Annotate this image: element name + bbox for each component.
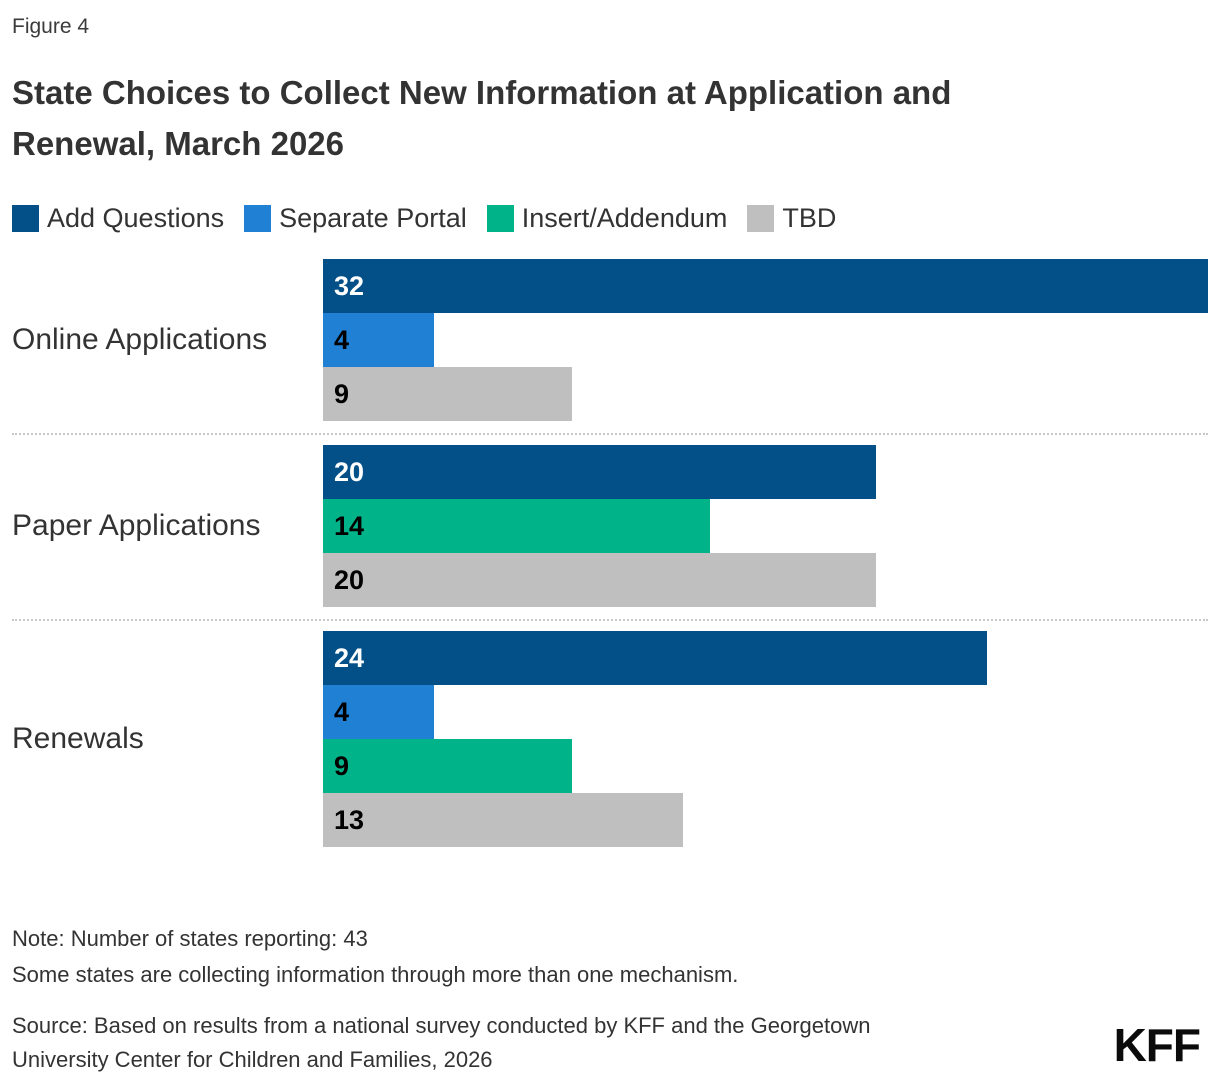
figure-label: Figure 4 — [12, 15, 90, 38]
bar-separate-portal: 4 — [323, 313, 434, 367]
bar-separate-portal: 4 — [323, 685, 434, 739]
bar-insert-addendum: 9 — [323, 739, 572, 793]
legend-label: Insert/Addendum — [521, 203, 728, 233]
bar-row: 9 — [323, 367, 1208, 421]
note-line-2: Some states are collecting information t… — [12, 962, 739, 987]
legend-item-1: Separate Portal — [244, 203, 467, 234]
legend-swatch-icon — [244, 205, 272, 232]
bar-row: 24 — [323, 631, 1208, 685]
bar-add-questions: 24 — [323, 631, 987, 685]
category-label: Renewals — [12, 722, 144, 755]
bars-area: 32 4 9 — [323, 259, 1208, 421]
bar-row: 9 — [323, 739, 1208, 793]
legend-label: Separate Portal — [279, 203, 467, 233]
bar-row: 4 — [323, 313, 1208, 367]
chart: Online Applications 32 4 9 Paper Application… — [12, 259, 1208, 847]
legend-label: Add Questions — [47, 203, 225, 233]
chart-title-line-2: Renewal, March 2026 — [12, 125, 344, 162]
bar-value-label: 9 — [334, 378, 350, 409]
bar-value-label: 24 — [334, 642, 365, 673]
source-block: Source: Based on results from a national… — [12, 1009, 1208, 1077]
chart-title-line-1: State Choices to Collect New Information… — [12, 74, 952, 111]
chart-group-1: Paper Applications 20 14 20 — [12, 445, 1208, 607]
bar-tbd: 13 — [323, 793, 683, 847]
bar-value-label: 20 — [334, 456, 365, 487]
category-label: Online Applications — [12, 323, 268, 356]
legend-item-3: TBD — [747, 203, 836, 234]
note-block: Note: Number of states reporting: 43 Som… — [12, 921, 1208, 993]
category-label: Paper Applications — [12, 509, 261, 542]
bars-area: 20 14 20 — [323, 445, 1208, 607]
bar-tbd: 9 — [323, 367, 572, 421]
bar-tbd: 20 — [323, 553, 877, 607]
legend-swatch-icon — [12, 205, 39, 232]
legend-swatch-icon — [486, 205, 514, 232]
bar-add-questions: 20 — [323, 445, 877, 499]
chart-title: State Choices to Collect New Information… — [12, 67, 1208, 169]
bar-row: 32 — [323, 259, 1208, 313]
bar-value-label: 13 — [334, 804, 365, 835]
legend-item-0: Add Questions — [12, 203, 224, 234]
legend-label: TBD — [782, 203, 837, 233]
source-line-2: University Center for Children and Famil… — [12, 1047, 493, 1072]
bar-value-label: 4 — [334, 696, 350, 727]
group-separator — [12, 433, 1208, 435]
bar-row: 20 — [323, 445, 1208, 499]
note-line-1: Note: Number of states reporting: 43 — [12, 926, 368, 951]
bar-insert-addendum: 14 — [323, 499, 711, 553]
bar-row: 14 — [323, 499, 1208, 553]
legend: Add Questions Separate Portal Insert/Adden… — [12, 203, 1208, 234]
bar-value-label: 14 — [334, 510, 365, 541]
bar-value-label: 9 — [334, 750, 350, 781]
bar-row: 13 — [323, 793, 1208, 847]
bar-row: 4 — [323, 685, 1208, 739]
bars-area: 24 4 9 13 — [323, 631, 1208, 847]
bar-row: 20 — [323, 553, 1208, 607]
bar-value-label: 4 — [334, 324, 350, 355]
group-separator — [12, 619, 1208, 621]
chart-group-2: Renewals 24 4 9 13 — [12, 631, 1208, 847]
bar-value-label: 20 — [334, 564, 365, 595]
bar-value-label: 32 — [334, 270, 365, 301]
bar-add-questions: 32 — [323, 259, 1208, 313]
source-line-1: Source: Based on results from a national… — [12, 1013, 871, 1038]
legend-swatch-icon — [747, 205, 775, 232]
legend-item-2: Insert/Addendum — [486, 203, 728, 234]
chart-group-0: Online Applications 32 4 9 — [12, 259, 1208, 421]
kff-logo: KFF — [1113, 1019, 1201, 1071]
